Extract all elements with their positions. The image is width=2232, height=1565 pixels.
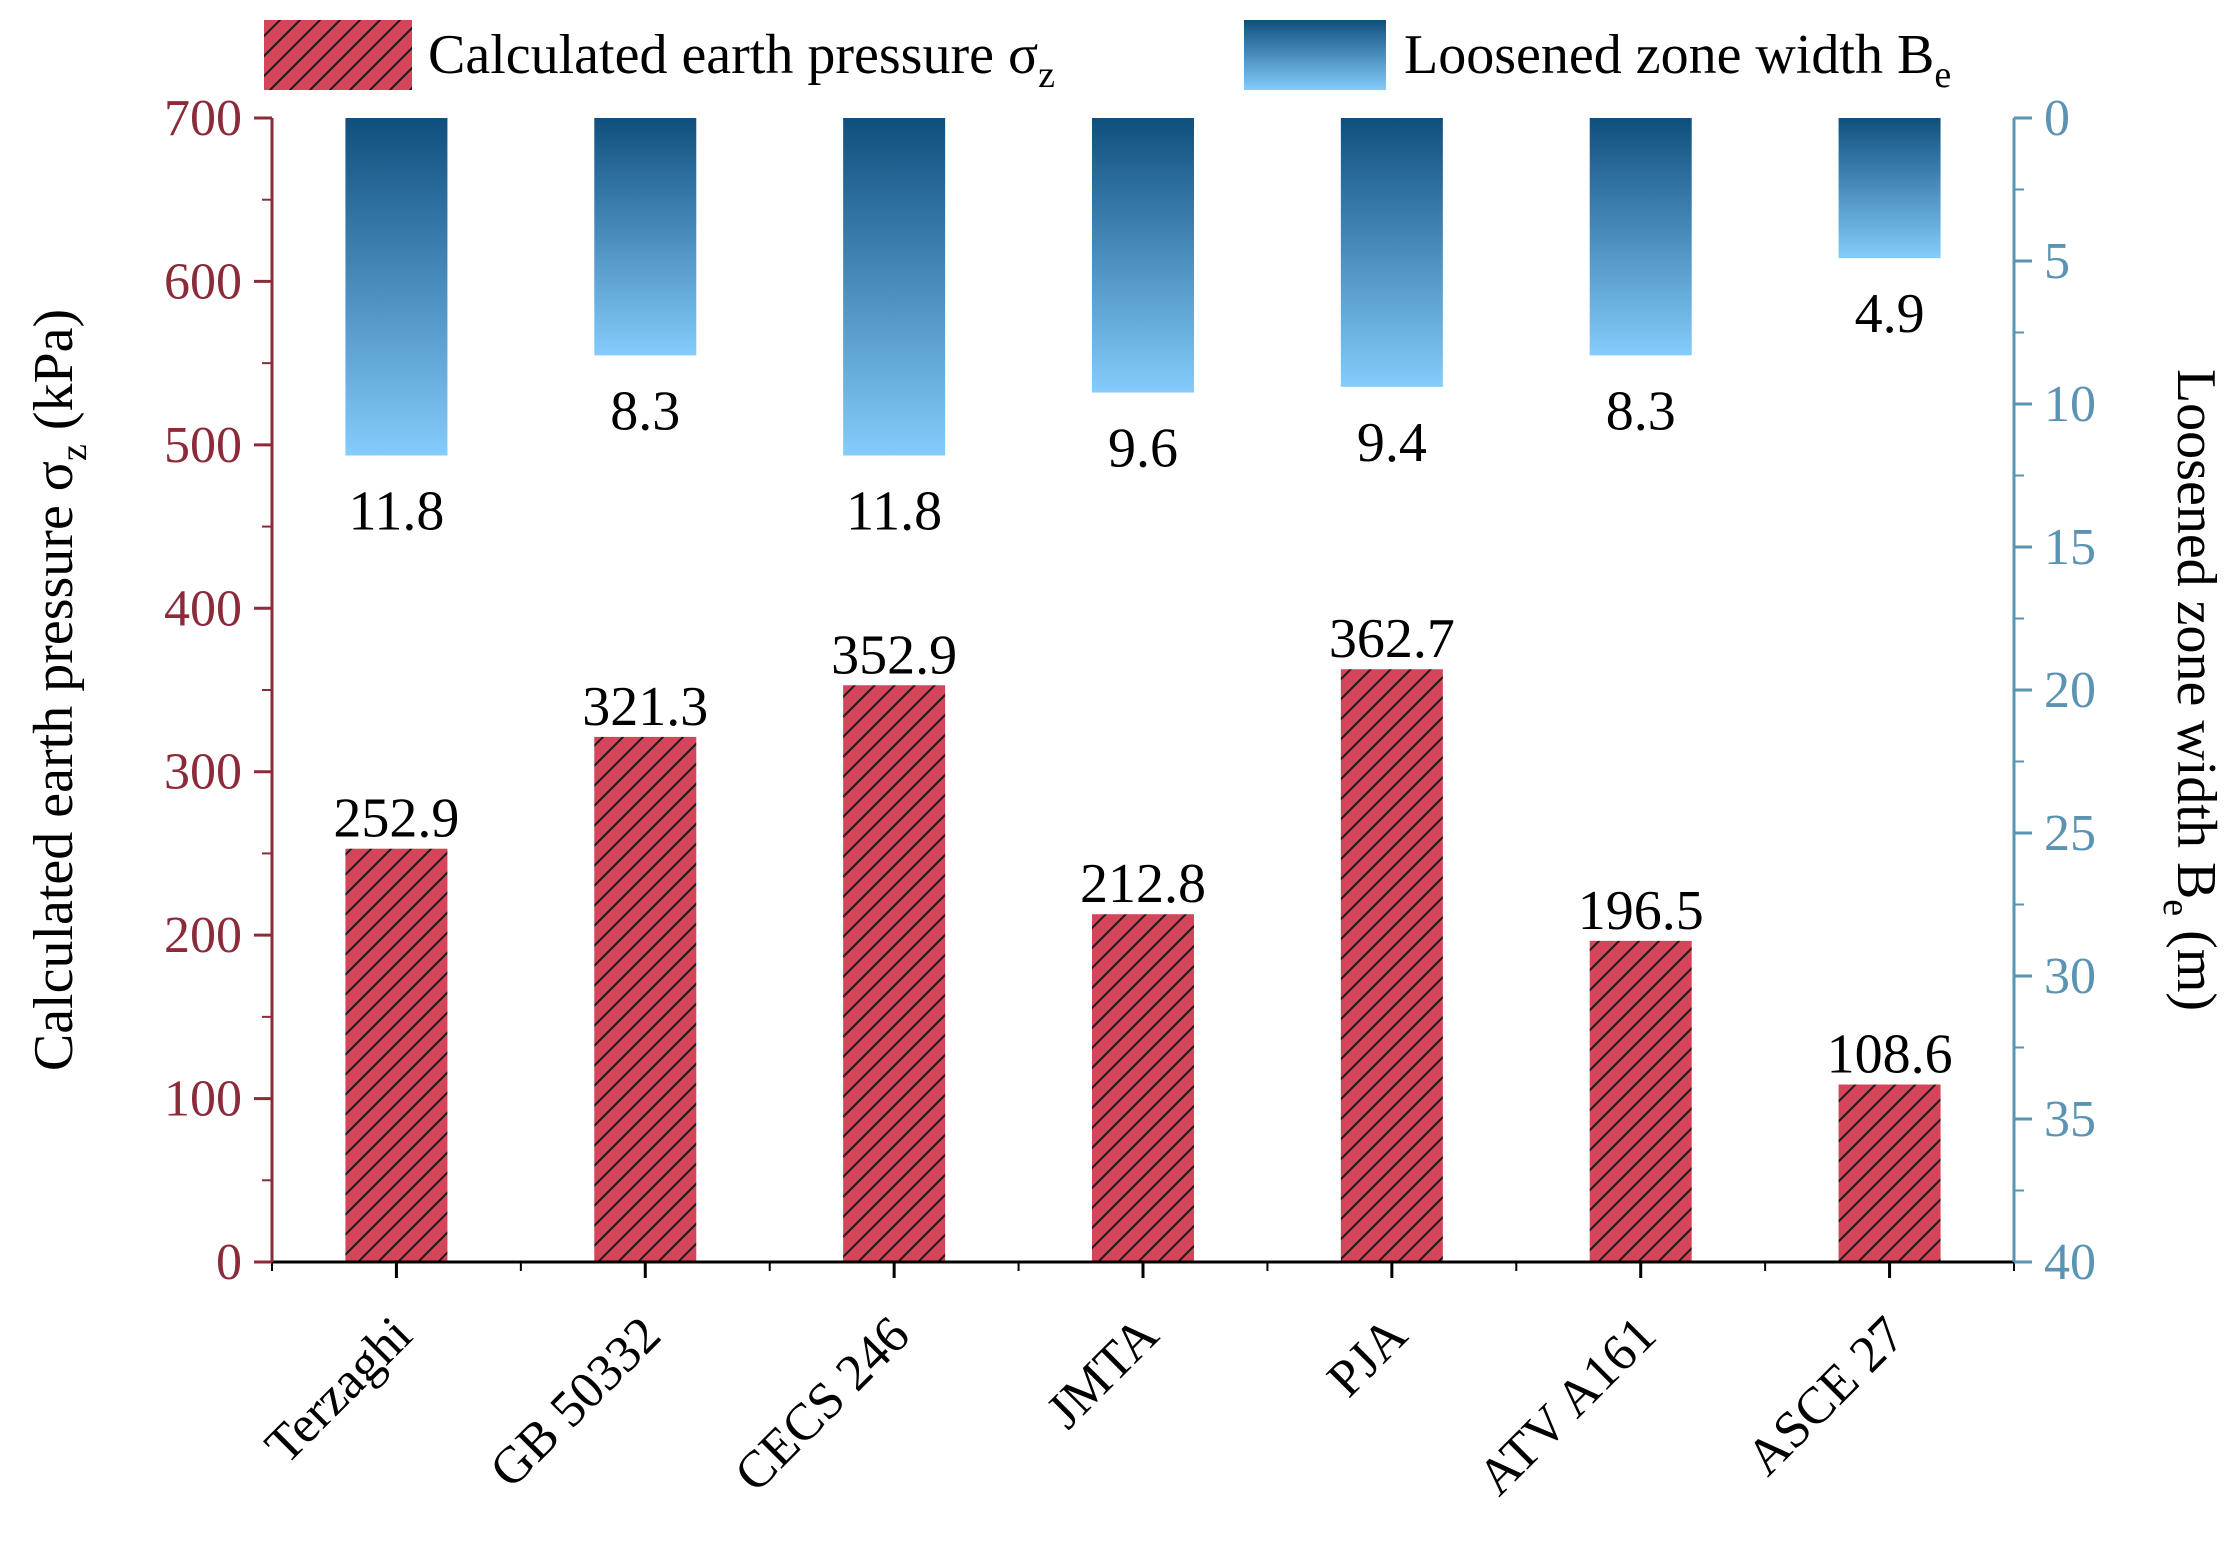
legend-label-earth-pressure: Calculated earth pressure σz [428,24,1055,96]
pressure-bar-label: 252.9 [333,788,459,850]
width-bar-label: 11.8 [348,480,444,542]
pressure-bar-label: 362.7 [1329,608,1455,670]
y-right-tick-label: 15 [2044,519,2096,576]
y-left-tick-label: 200 [164,907,242,964]
y-right-tick-label: 20 [2044,662,2096,719]
width-bar [1092,118,1194,393]
width-bar-label: 9.6 [1108,418,1178,480]
y-left-tick-label: 100 [164,1071,242,1128]
legend: Calculated earth pressure σz Loosened zo… [264,20,1951,96]
y-left-tick-label: 700 [164,90,242,147]
pressure-bar-label: 212.8 [1080,853,1206,915]
y-left-tick-label: 0 [216,1234,242,1291]
y-left-tick-label: 500 [164,417,242,474]
legend-swatch-earth-pressure [264,20,412,90]
pressure-bar-label: 196.5 [1578,880,1704,942]
y-left-tick-label: 400 [164,580,242,637]
y-right-tick-label: 10 [2044,376,2096,433]
y-left-tick-label: 600 [164,253,242,310]
pressure-bar [594,736,697,1262]
pressure-bar [345,848,448,1262]
width-bar-label: 4.9 [1855,283,1925,345]
pressure-bar [1340,669,1443,1262]
y-left-axis-title: Calculated earth pressure σz (kPa) [23,309,95,1071]
y-right-tick-label: 25 [2044,805,2096,862]
pressure-bar [1838,1084,1941,1262]
pressure-bar-label: 352.9 [831,624,957,686]
width-bar-label: 8.3 [1606,380,1676,442]
x-tick-label: PJA [1317,1306,1419,1408]
pressure-bar-label: 108.6 [1827,1024,1953,1086]
x-tick-label: CECS 246 [724,1306,921,1503]
y-right-tick-label: 0 [2044,90,2070,147]
pressure-bar [1092,914,1194,1262]
pressure-bar-label: 321.3 [582,676,708,738]
y-right-axis-title: Loosened zone width Be (m) [2155,369,2227,1011]
width-bar [594,118,697,356]
y-right-tick-label: 40 [2044,1234,2096,1291]
width-bar-label: 8.3 [610,380,680,442]
y-right-tick-label: 30 [2044,948,2096,1005]
width-bar-label: 9.4 [1357,412,1427,474]
width-bar [843,118,946,456]
x-tick-label: ATV A161 [1467,1306,1667,1506]
pressure-bar [1589,940,1692,1262]
width-bar [345,118,448,456]
x-tick-label: GB 50332 [479,1306,672,1499]
y-right-tick-label: 5 [2044,233,2070,290]
x-tick-label: ASCE 27 [1736,1306,1916,1486]
width-bar [1838,118,1941,259]
width-bar [1589,118,1692,356]
x-tick-label: Terzaghi [255,1306,423,1474]
plot-area: 252.9 11.8 Terzaghi 321.3 8.3 GB 50332 352.9 11… [164,90,2096,1506]
x-tick-label: JMTA [1036,1306,1170,1440]
width-bar-label: 11.8 [846,480,942,542]
y-right-tick-label: 35 [2044,1091,2096,1148]
width-bar [1340,118,1443,387]
legend-label-loosened-width: Loosened zone width Be [1404,24,1951,96]
pressure-bar [843,685,946,1262]
y-left-tick-label: 300 [164,744,242,801]
legend-swatch-loosened-width [1244,20,1386,90]
